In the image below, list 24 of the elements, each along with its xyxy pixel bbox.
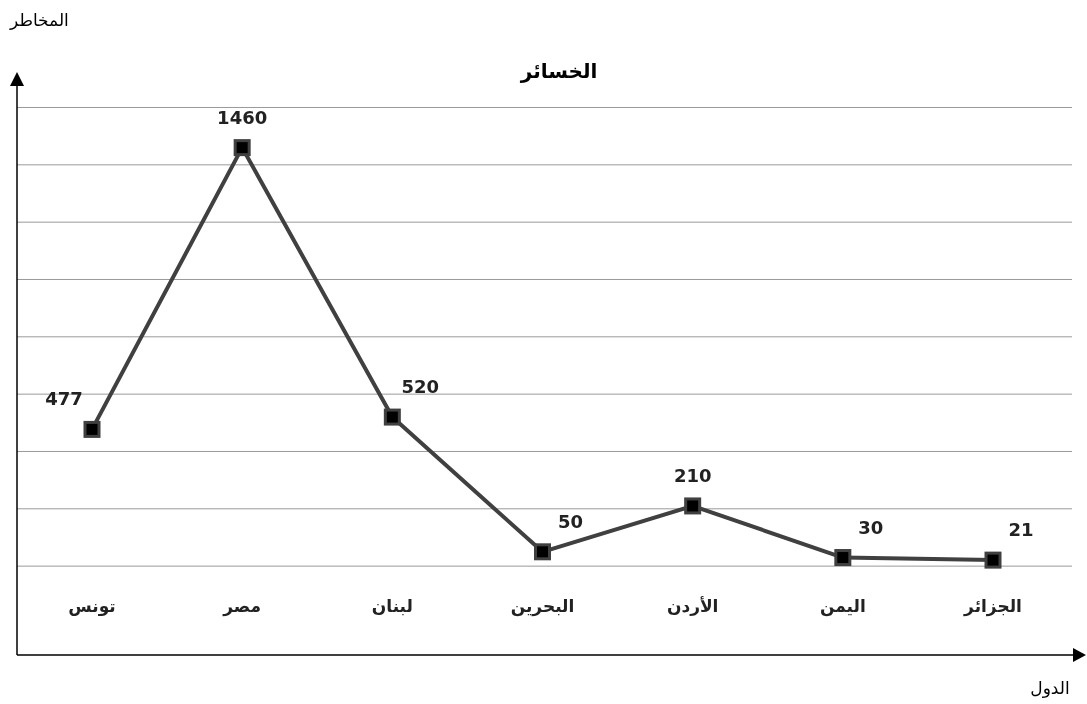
data-label: 210 xyxy=(673,464,712,486)
data-label: 520 xyxy=(401,376,440,398)
x-axis-title: الدول xyxy=(1030,678,1070,698)
x-tick-label: الأردن xyxy=(666,596,719,616)
data-label: 50 xyxy=(557,510,584,532)
point xyxy=(383,408,401,426)
x-tick-label: مصر xyxy=(222,596,262,617)
point xyxy=(684,497,702,515)
x-tick-label: البحرين xyxy=(510,596,575,617)
y-axis-title: المخاطر xyxy=(9,10,69,30)
point xyxy=(83,420,101,438)
data-label: 1460 xyxy=(217,106,268,128)
point xyxy=(233,139,251,157)
point xyxy=(834,549,852,567)
x-tick-label: اليمن xyxy=(819,596,866,617)
x-tick-label: الجزائر xyxy=(963,596,1022,617)
x-tick-label: لبنان xyxy=(371,596,413,616)
chart-title: الخسائر xyxy=(519,59,598,83)
data-label: 21 xyxy=(1008,519,1034,541)
x-tick-label: تونس xyxy=(68,596,116,617)
data-label: 30 xyxy=(858,516,884,538)
data-label: 477 xyxy=(45,388,83,410)
point xyxy=(534,543,551,561)
point xyxy=(984,551,1002,569)
